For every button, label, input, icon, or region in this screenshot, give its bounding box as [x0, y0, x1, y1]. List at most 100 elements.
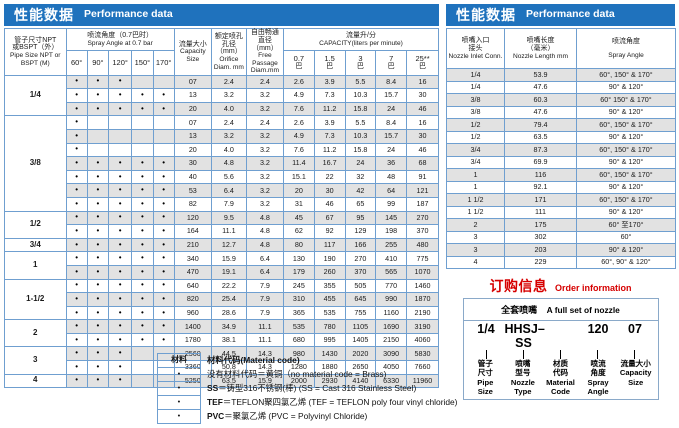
cell-nozzle-inlet: 4 — [446, 255, 505, 269]
cell-free-passage: 3.2 — [245, 156, 285, 171]
cell-capacity-size: 1780 — [173, 332, 212, 348]
cell-flow-rate: 1870 — [406, 292, 439, 307]
cell-flow-rate: 480 — [406, 237, 439, 253]
cell-flow-rate: 92 — [313, 224, 346, 239]
cell-orifice-diam: 2.4 — [210, 74, 247, 90]
cell-flow-rate: 8.4 — [375, 74, 408, 90]
table-row: • — [157, 409, 201, 424]
order-code-part-4: 07 — [628, 322, 642, 336]
cell-flow-rate: 455 — [313, 292, 346, 307]
table-row: 3 203 90° & 120° — [446, 243, 676, 257]
cell-nozzle-angle: 60°, 150° & 170° — [576, 168, 676, 182]
header-inlet-cn1: 喷嘴入口 — [461, 36, 490, 44]
order-title-en: Order information — [554, 283, 632, 293]
material-code-item: 没有材料代码＝黄铜（no material code = Brass) — [207, 369, 387, 379]
cell-angle-dot — [86, 237, 109, 253]
table-row: 1/4 47.6 90° & 120° — [446, 80, 676, 94]
cell-flow-rate: 45 — [283, 210, 315, 226]
cell-angle-dot — [86, 183, 109, 198]
cell-nozzle-angle: 90° & 120° — [576, 130, 676, 144]
cell-angle-dot — [86, 224, 109, 239]
cell-angle-dot — [107, 305, 133, 321]
cell-angle-dot — [152, 156, 175, 171]
table-row: • — [157, 395, 201, 410]
cell-capacity-size: 07 — [173, 74, 212, 90]
cell-flow-rate: 42 — [344, 183, 377, 198]
cell-nozzle-length: 111 — [504, 205, 577, 219]
material-code-block: 材料 • • • • 材料代码(Material code) 没有材料代码＝黄铜（no m… — [157, 353, 457, 424]
cell-flow-rate: 95 — [344, 210, 377, 226]
cell-flow-rate: 24 — [344, 156, 377, 171]
cell-angle-dot — [65, 115, 88, 130]
cell-flow-rate: 11.2 — [313, 101, 346, 117]
header-length-cn1: 喷嘴长度 — [526, 36, 555, 44]
cell-angle-dot — [65, 292, 88, 307]
order-code-part-1: HHSJ–SS — [504, 322, 545, 350]
cell-flow-rate: 4.9 — [283, 128, 315, 144]
cell-free-passage: 3.2 — [245, 169, 285, 185]
cell-angle-dot — [65, 237, 88, 253]
cell-flow-rate: 36 — [375, 156, 408, 171]
material-header-cell: 材料 — [157, 353, 201, 368]
cell-flow-rate: 245 — [283, 278, 315, 294]
cell-angle-dot — [65, 183, 88, 198]
cell-flow-rate: 755 — [344, 305, 377, 321]
cell-angle-dot — [86, 169, 109, 185]
cell-pipe-size: 3/4 — [4, 237, 67, 253]
table-row: • — [157, 381, 201, 396]
cell-flow-rate: 1070 — [406, 264, 439, 280]
cell-flow-rate: 1460 — [406, 278, 439, 294]
header-pipe-cn1: 管子尺寸NPT — [14, 36, 57, 44]
cell-nozzle-inlet: 1/4 — [446, 68, 505, 82]
header-orifice-cn2: 孔径 — [221, 40, 236, 48]
cell-nozzle-length: 69.9 — [504, 155, 577, 169]
header-pressure-0.7: 0.7 巴 — [283, 50, 315, 76]
order-legend-item-0: 管子 尺寸 Pipe Size — [477, 359, 494, 396]
cell-flow-rate: 3.9 — [313, 115, 346, 130]
table-row: 1 1/2 111 90° & 120° — [446, 205, 676, 219]
cell-orifice-diam: 15.9 — [210, 251, 247, 266]
cell-flow-rate: 62 — [283, 224, 315, 239]
header-angle-150: 150° — [131, 50, 154, 76]
cell-flow-rate: 11960 — [406, 373, 439, 389]
cell-flow-rate: 130 — [283, 251, 315, 266]
cell-angle-dot — [152, 292, 175, 307]
cell-nozzle-inlet: 3/4 — [446, 155, 505, 169]
header-angle-170: 170° — [152, 50, 175, 76]
header-length-en: Nozzle Length mm — [513, 52, 568, 60]
cell-pipe-size: 1/4 — [4, 74, 67, 117]
cell-angle-dot — [107, 278, 133, 294]
header-length-cn2: （毫米） — [526, 44, 555, 52]
cell-flow-rate: 80 — [283, 237, 315, 253]
cell-flow-rate: 15.8 — [344, 142, 377, 158]
cell-nozzle-inlet: 1 1/2 — [446, 193, 505, 207]
order-box-title-cn: 全套喷嘴 — [501, 305, 538, 315]
order-code-row: 1/4 HHSJ–SS 120 07 — [464, 321, 658, 350]
cell-nozzle-length: 47.6 — [504, 80, 577, 94]
order-title-cn: 订购信息 — [489, 278, 548, 294]
cell-free-passage: 4.8 — [245, 237, 285, 253]
order-legend-row: 管子 尺寸 Pipe Size 喷嘴 型号 Nozzle Type 材质 代码 Material Co… — [464, 359, 658, 399]
cell-nozzle-angle: 60°, 150° & 170° — [576, 118, 676, 132]
table-row: • — [157, 367, 201, 382]
table-row: 3/8 47.6 90° & 120° — [446, 105, 676, 119]
cell-angle-dot — [152, 101, 175, 117]
header-capacity-size: 流量大小 Capacity Size — [173, 28, 212, 76]
cell-flow-rate: 3.9 — [313, 74, 346, 90]
table-row: 1/2 79.4 60°, 150° & 170° — [446, 118, 676, 132]
right-banner-title-cn: 性能数据 — [456, 6, 516, 23]
cell-orifice-diam: 44.5 — [210, 346, 247, 362]
cell-free-passage: 7.9 — [245, 278, 285, 294]
cell-capacity-size: 20 — [173, 142, 212, 158]
cell-pipe-size: 1 — [4, 251, 67, 280]
cell-angle-dot — [107, 224, 133, 239]
cell-flow-rate: 46 — [406, 101, 439, 117]
cell-capacity-size: 640 — [173, 278, 212, 294]
header-nozzle-angle-en: Spray Angle — [608, 51, 644, 59]
cell-flow-rate: 10.3 — [344, 88, 377, 103]
cell-angle-dot — [131, 251, 154, 266]
